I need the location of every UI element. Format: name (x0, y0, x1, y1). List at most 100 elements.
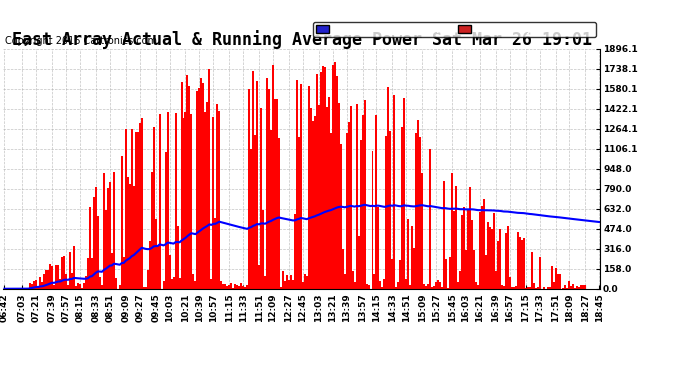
Bar (503, 286, 505, 289)
Bar (471, 220, 473, 289)
Bar (244, 287, 246, 289)
Bar (61, 257, 63, 289)
Bar (73, 246, 75, 289)
Bar (397, 282, 400, 289)
Bar (524, 288, 526, 289)
Bar (168, 255, 170, 289)
Bar (242, 286, 244, 289)
Bar (566, 288, 569, 289)
Bar (485, 255, 487, 289)
Bar (260, 108, 262, 289)
Bar (220, 281, 222, 289)
Bar (292, 279, 294, 289)
Bar (479, 212, 481, 289)
Bar (101, 285, 103, 289)
Bar (355, 104, 357, 289)
Bar (290, 275, 292, 289)
Bar (318, 105, 319, 289)
Bar (41, 282, 43, 289)
Bar (519, 237, 521, 289)
Bar (382, 287, 384, 289)
Bar (152, 127, 155, 289)
Bar (326, 107, 328, 289)
Bar (457, 282, 459, 289)
Bar (181, 82, 182, 289)
Bar (511, 287, 513, 289)
Bar (129, 184, 131, 289)
Bar (352, 271, 353, 289)
Bar (409, 285, 411, 289)
Bar (49, 264, 51, 289)
Bar (276, 99, 278, 289)
Bar (270, 130, 272, 289)
Bar (193, 274, 195, 289)
Bar (186, 75, 188, 289)
Bar (437, 280, 439, 289)
Bar (190, 114, 193, 289)
Bar (29, 283, 31, 289)
Bar (139, 123, 141, 289)
Bar (284, 281, 286, 289)
Bar (258, 266, 260, 289)
Bar (380, 281, 382, 289)
Bar (339, 144, 342, 289)
Bar (312, 121, 314, 289)
Bar (99, 277, 101, 289)
Bar (487, 222, 489, 289)
Bar (238, 286, 240, 289)
Bar (21, 288, 23, 289)
Bar (413, 248, 415, 289)
Bar (298, 137, 300, 289)
Bar (384, 279, 386, 289)
Bar (393, 94, 395, 289)
Bar (513, 286, 515, 289)
Title: East Array Actual & Running Average Power Sat Mar 26 19:01: East Array Actual & Running Average Powe… (12, 30, 592, 49)
Bar (127, 177, 129, 289)
Bar (218, 111, 220, 289)
Bar (453, 211, 455, 289)
Bar (469, 187, 471, 289)
Bar (224, 284, 226, 289)
Bar (575, 288, 576, 289)
Bar (459, 271, 461, 289)
Bar (578, 287, 580, 289)
Bar (373, 274, 375, 289)
Bar (344, 274, 346, 289)
Bar (254, 135, 256, 289)
Bar (368, 285, 370, 289)
Bar (228, 285, 230, 289)
Bar (119, 285, 121, 289)
Bar (334, 62, 336, 289)
Bar (23, 288, 26, 289)
Bar (240, 283, 242, 289)
Bar (121, 156, 123, 289)
Bar (37, 286, 39, 289)
Bar (264, 276, 266, 289)
Bar (272, 65, 274, 289)
Bar (391, 259, 393, 289)
Bar (197, 91, 199, 289)
Bar (266, 78, 268, 289)
Bar (491, 229, 493, 289)
Bar (137, 132, 139, 289)
Bar (79, 284, 81, 289)
Bar (501, 285, 503, 289)
Bar (433, 286, 435, 289)
Bar (549, 287, 551, 289)
Bar (400, 260, 402, 289)
Bar (310, 108, 312, 289)
Bar (537, 286, 539, 289)
Bar (172, 278, 175, 289)
Bar (328, 97, 330, 289)
Bar (571, 286, 573, 289)
Bar (445, 259, 447, 289)
Bar (81, 288, 83, 289)
Bar (377, 207, 380, 289)
Bar (195, 281, 197, 289)
Bar (135, 132, 137, 289)
Bar (336, 76, 337, 289)
Bar (165, 152, 166, 289)
Bar (47, 270, 49, 289)
Bar (467, 210, 469, 289)
Bar (179, 279, 181, 289)
